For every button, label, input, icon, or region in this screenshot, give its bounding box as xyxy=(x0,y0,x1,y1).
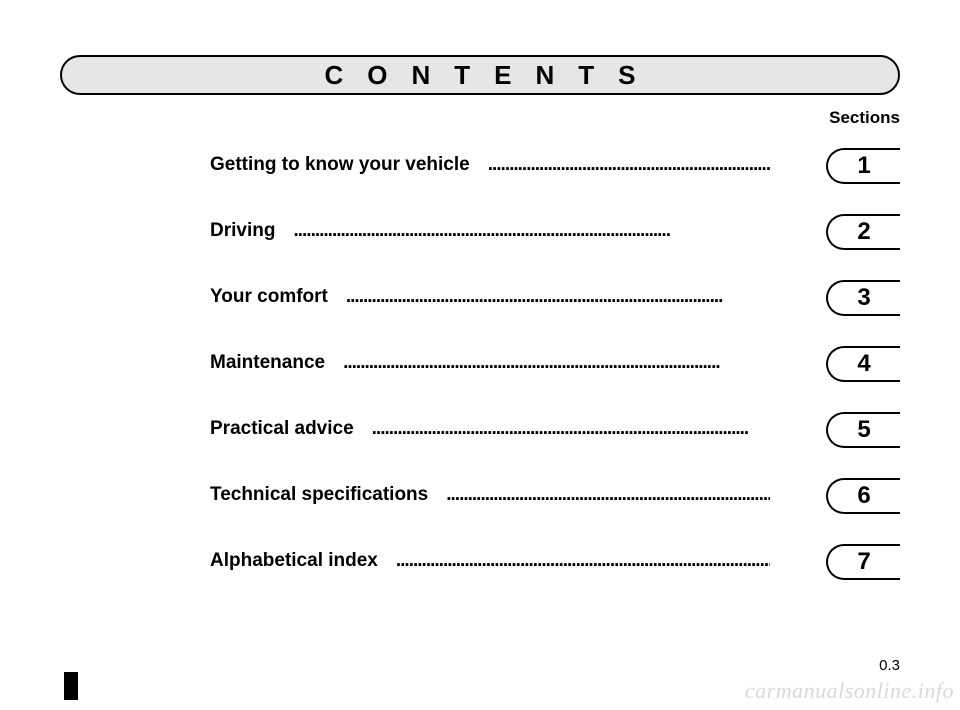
toc-rows: Getting to know your vehicle............… xyxy=(210,148,900,610)
sections-heading: Sections xyxy=(60,108,900,128)
toc-row: Maintenance.............................… xyxy=(210,346,900,412)
toc-row-text: Getting to know your vehicle............… xyxy=(210,154,770,176)
toc-row-text: Practical advice........................… xyxy=(210,418,770,440)
section-tab[interactable]: 7 xyxy=(826,544,900,580)
toc-label: Technical specifications xyxy=(210,484,446,505)
section-tab[interactable]: 1 xyxy=(826,148,900,184)
contents-title: CONTENTS xyxy=(301,60,660,91)
toc-dots: ........................................… xyxy=(446,484,770,505)
toc-row-text: Driving.................................… xyxy=(210,220,770,242)
toc-row: Your comfort............................… xyxy=(210,280,900,346)
toc-dots: ........................................… xyxy=(396,550,770,571)
toc-label: Getting to know your vehicle xyxy=(210,154,488,175)
toc-row-text: Technical specifications................… xyxy=(210,484,770,506)
toc-dots: ........................................… xyxy=(346,286,723,307)
section-tab[interactable]: 6 xyxy=(826,478,900,514)
section-tab[interactable]: 2 xyxy=(826,214,900,250)
toc-row: Technical specifications................… xyxy=(210,478,900,544)
footer-mark-icon xyxy=(64,672,78,700)
toc-label: Your comfort xyxy=(210,286,346,307)
section-tab[interactable]: 4 xyxy=(826,346,900,382)
toc-row-text: Maintenance.............................… xyxy=(210,352,770,374)
toc-dots: ........................................… xyxy=(372,418,749,439)
toc-label: Driving xyxy=(210,220,293,241)
contents-header: CONTENTS xyxy=(60,55,900,95)
toc-row-text: Your comfort............................… xyxy=(210,286,770,308)
toc-dots: ........................................… xyxy=(488,154,770,175)
section-tab[interactable]: 3 xyxy=(826,280,900,316)
toc-row: Driving.................................… xyxy=(210,214,900,280)
toc-dots: ........................................… xyxy=(343,352,720,373)
toc-label: Practical advice xyxy=(210,418,372,439)
watermark-text: carmanualsonline.info xyxy=(745,678,954,704)
toc-row-text: Alphabetical index......................… xyxy=(210,550,770,572)
toc-dots: ........................................… xyxy=(293,220,670,241)
toc-row: Getting to know your vehicle............… xyxy=(210,148,900,214)
toc-row: Alphabetical index......................… xyxy=(210,544,900,610)
toc-row: Practical advice........................… xyxy=(210,412,900,478)
section-tab[interactable]: 5 xyxy=(826,412,900,448)
toc-label: Alphabetical index xyxy=(210,550,396,571)
page: CONTENTS Sections Getting to know your v… xyxy=(0,0,960,710)
page-number: 0.3 xyxy=(879,657,900,674)
toc-label: Maintenance xyxy=(210,352,343,373)
